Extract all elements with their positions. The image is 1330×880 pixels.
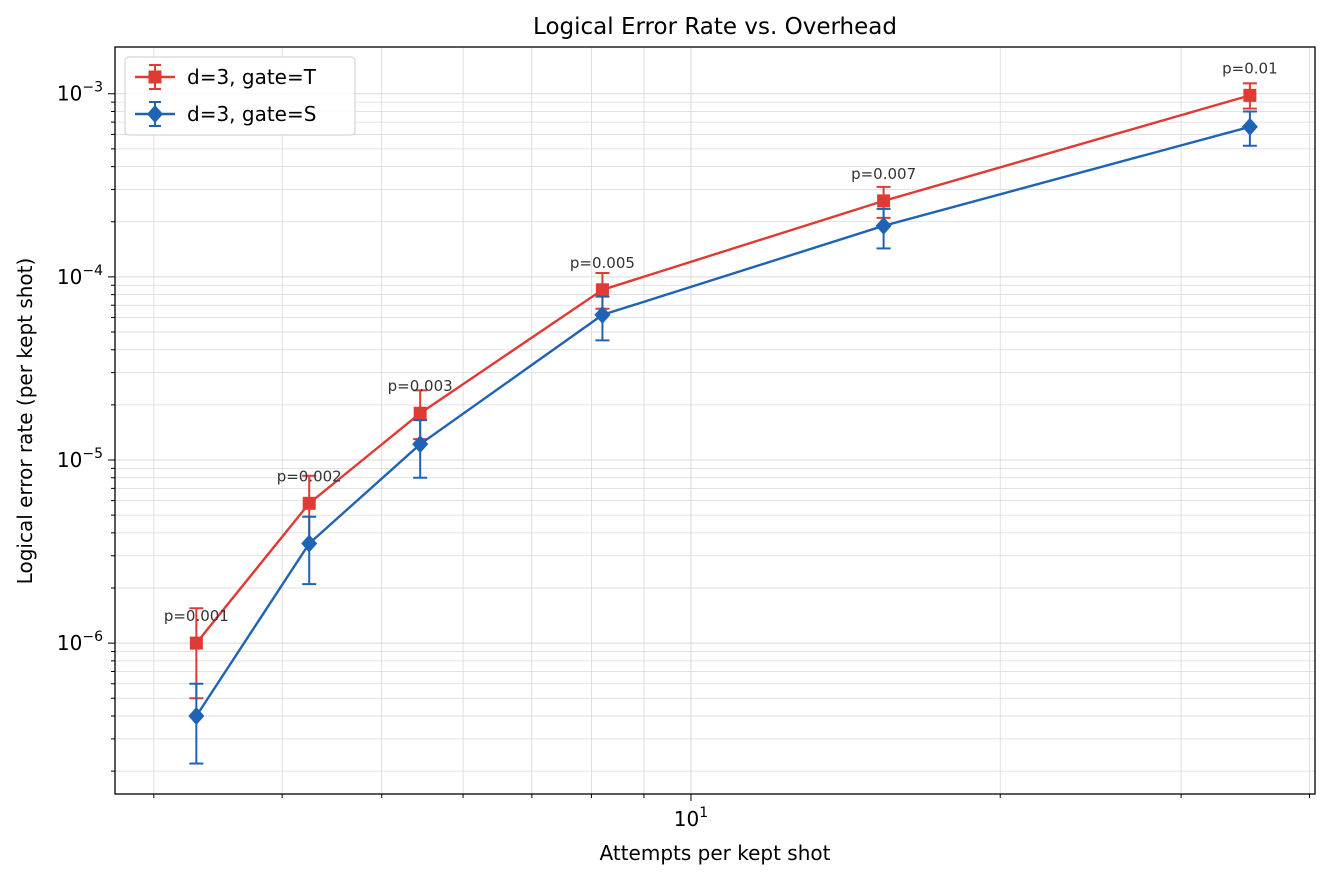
legend-label: d=3, gate=S	[187, 102, 316, 126]
plot-frame	[114, 46, 1316, 795]
point-annotation: p=0.007	[851, 165, 916, 183]
data-point-square	[413, 406, 427, 420]
y-tick-label: 10−5	[57, 446, 103, 472]
y-tick-label: 10−3	[57, 80, 103, 106]
point-annotation: p=0.003	[388, 377, 453, 395]
tick-layer: 101 10−6 10−5 10−4 10−3	[57, 80, 1310, 831]
data-point-diamond	[875, 216, 892, 235]
chart-title: Logical Error Rate vs. Overhead	[533, 14, 897, 40]
legend-box	[124, 56, 356, 136]
x-tick-label: 101	[674, 805, 708, 831]
legend-marker-diamond	[147, 105, 163, 123]
legend-label: d=3, gate=T	[187, 65, 317, 89]
y-axis-label: Logical error rate (per kept shot)	[13, 258, 37, 585]
point-annotation: p=0.002	[277, 467, 342, 485]
series-layer	[188, 82, 1258, 765]
series-line	[195, 94, 1251, 644]
point-annotation: p=0.001	[164, 607, 229, 625]
series-line	[195, 125, 1251, 717]
data-point-square	[595, 283, 609, 297]
annotation-layer: p=0.001 p=0.002 p=0.003 p=0.005 p=0.007 p=0.0…	[164, 59, 1278, 625]
series-2	[188, 110, 1258, 765]
data-point-diamond	[594, 305, 611, 324]
data-point-square	[189, 636, 203, 650]
y-tick-label: 10−4	[57, 263, 103, 289]
legend-marker-square	[148, 70, 162, 84]
data-point-diamond	[412, 435, 429, 454]
y-tick-label: 10−6	[57, 629, 103, 655]
data-point-square	[302, 496, 316, 510]
grid	[115, 47, 1315, 794]
data-point-square	[1243, 88, 1257, 102]
data-point-diamond	[188, 706, 205, 725]
series-1	[189, 82, 1257, 700]
point-annotation: p=0.005	[570, 254, 635, 272]
legend: d=3, gate=T d=3, gate=S	[124, 56, 356, 136]
data-point-square	[877, 194, 891, 208]
x-axis-label: Attempts per kept shot	[600, 841, 831, 865]
point-annotation: p=0.01	[1222, 59, 1278, 77]
data-point-diamond	[1241, 117, 1258, 136]
data-point-diamond	[301, 534, 318, 553]
